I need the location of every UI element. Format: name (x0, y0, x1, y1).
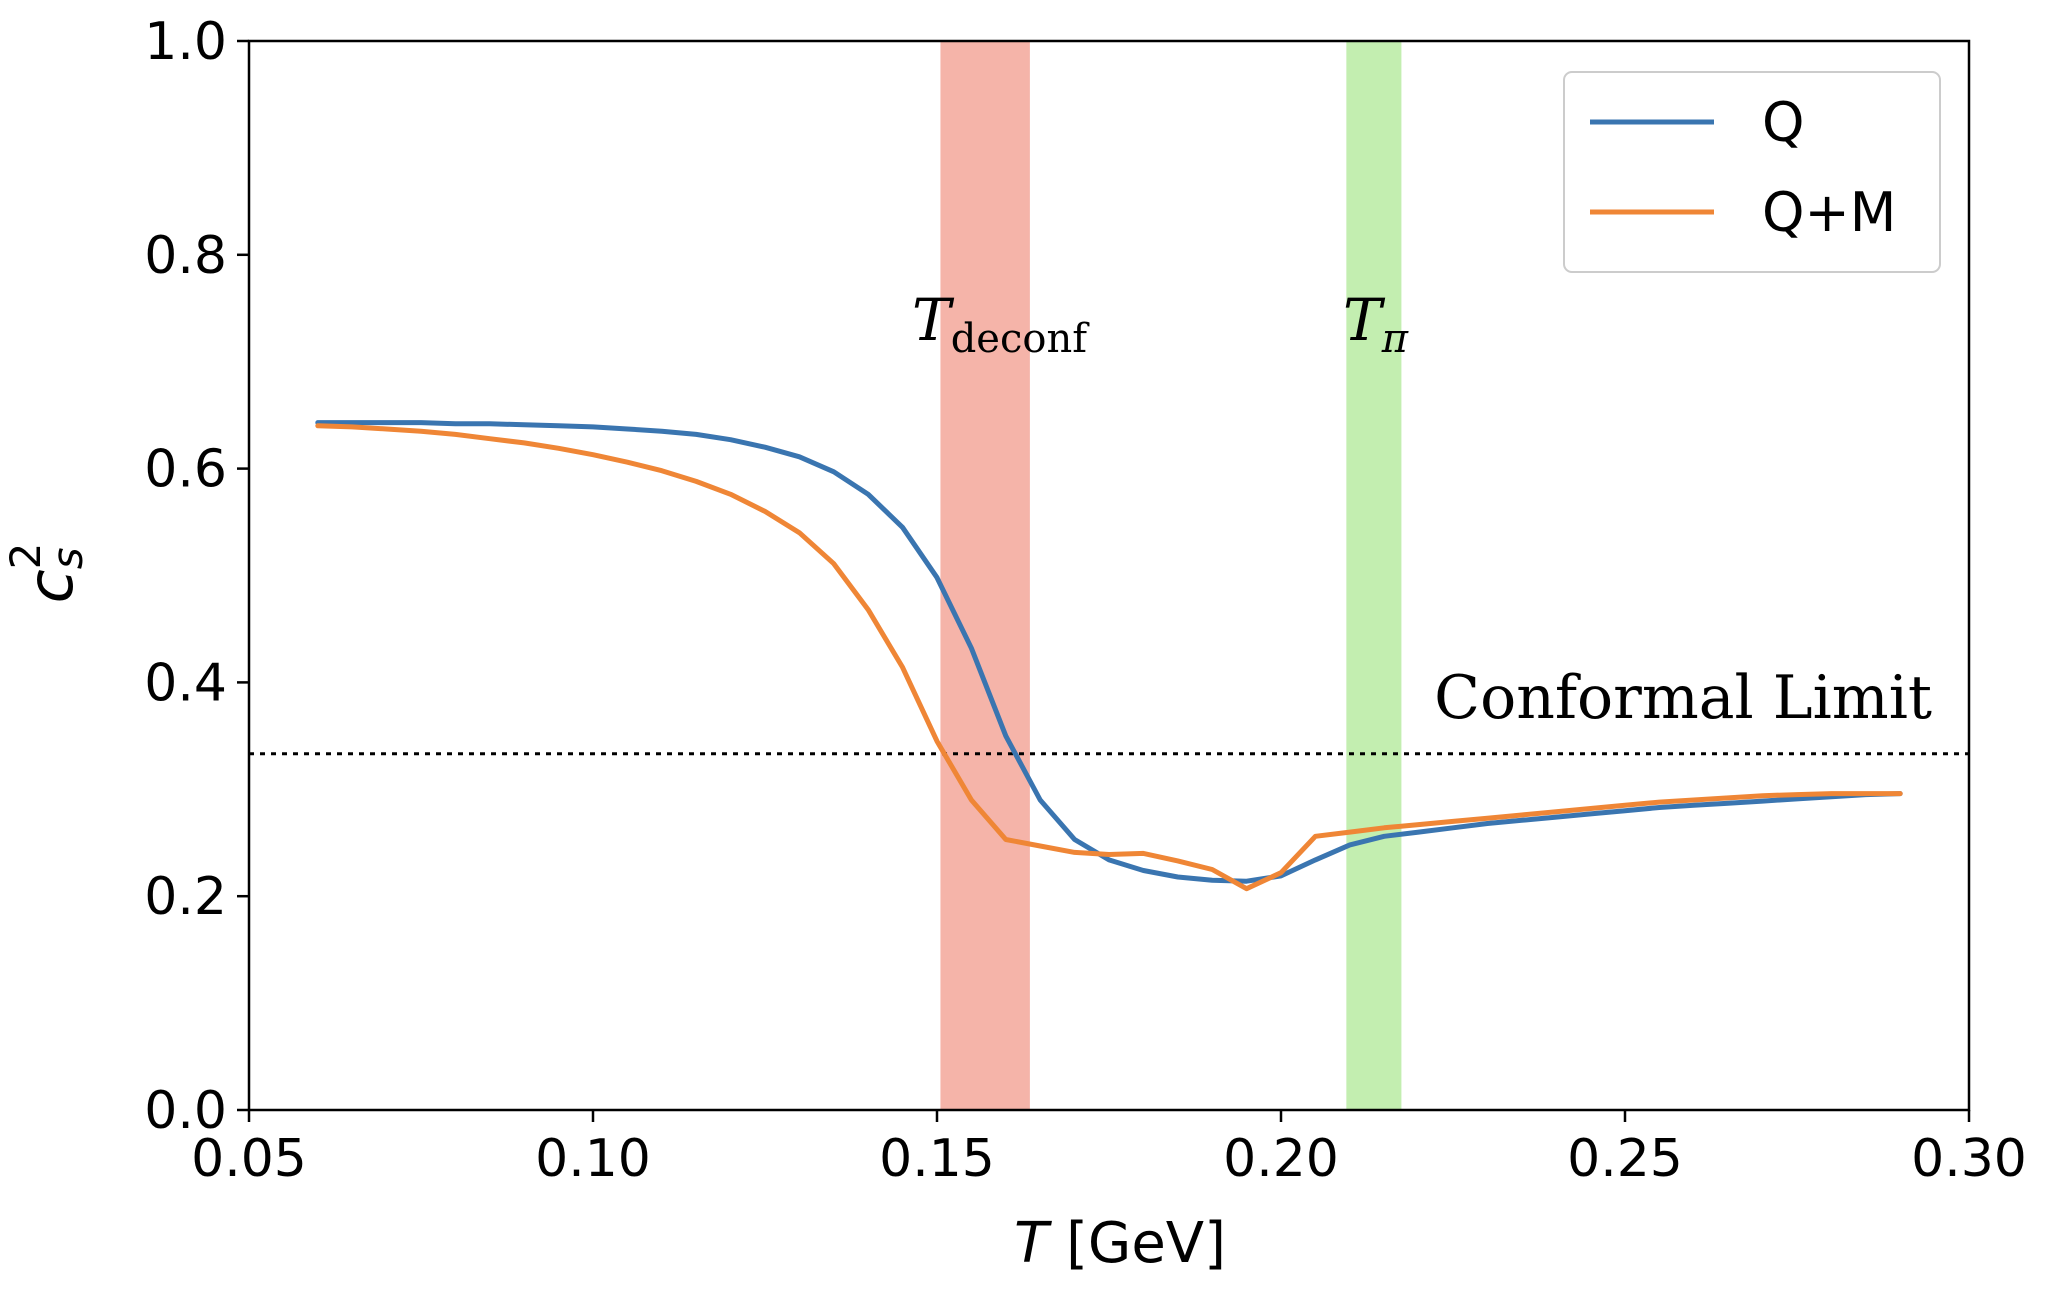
x-tick-label: 0.05 (191, 1129, 307, 1189)
conformal-limit-label: Conformal Limit (1434, 663, 1932, 733)
band-label-tpi: Tπ (1343, 286, 1409, 362)
band-label-tdeconf: Tdeconf (912, 286, 1090, 362)
y-tick-label: 1.0 (144, 12, 227, 72)
y-axis-label-subscript: s (43, 547, 92, 569)
x-tick-label: 0.15 (879, 1129, 995, 1189)
x-tick-label: 0.25 (1567, 1129, 1683, 1189)
band-label-tdeconf-main: T (912, 286, 955, 354)
y-axis-label: cs2 (1, 543, 92, 604)
y-tick-label: 0.4 (144, 653, 227, 713)
x-axis-label-italic: T (1014, 1211, 1052, 1276)
y-axis-label-superscript: 2 (1, 543, 50, 570)
x-tick-label: 0.10 (535, 1129, 651, 1189)
legend-label-q: Q (1762, 91, 1805, 154)
svg-text:cs2: cs2 (1, 543, 92, 604)
band-tpi (1346, 41, 1402, 1110)
series-line-q (315, 420, 1903, 884)
y-tick-label: 0.2 (144, 867, 227, 927)
band-tdeconf (940, 41, 1030, 1110)
y-tick-label: 0.6 (144, 440, 227, 500)
plot-frame (247, 39, 1971, 1112)
legend: Q Q+M (1563, 71, 1941, 273)
shaded-bands (940, 41, 1402, 1110)
y-tick-label: 0.0 (144, 1081, 227, 1141)
y-tick-label: 0.8 (144, 226, 227, 286)
series-line-q-plus-m (315, 423, 1903, 892)
band-label-tdeconf-sub: deconf (951, 316, 1091, 362)
x-tick-label: 0.30 (1911, 1129, 2027, 1189)
x-axis-label-unit: [GeV] (1048, 1211, 1226, 1276)
y-axis-label-base: c (14, 569, 87, 603)
x-axis-label: T [GeV] (1014, 1211, 1226, 1276)
x-tick-label: 0.20 (1223, 1129, 1339, 1189)
legend-label-q-plus-m: Q+M (1762, 181, 1896, 244)
band-label-tpi-main: T (1343, 286, 1386, 354)
band-label-tpi-sub: π (1381, 316, 1409, 362)
axes (247, 39, 1971, 1112)
series-lines (315, 420, 1903, 892)
ticks: 0.05 0.10 0.15 0.20 0.25 0.30 0.0 0.2 0.4 0.6 0.8 1… (144, 12, 2027, 1189)
